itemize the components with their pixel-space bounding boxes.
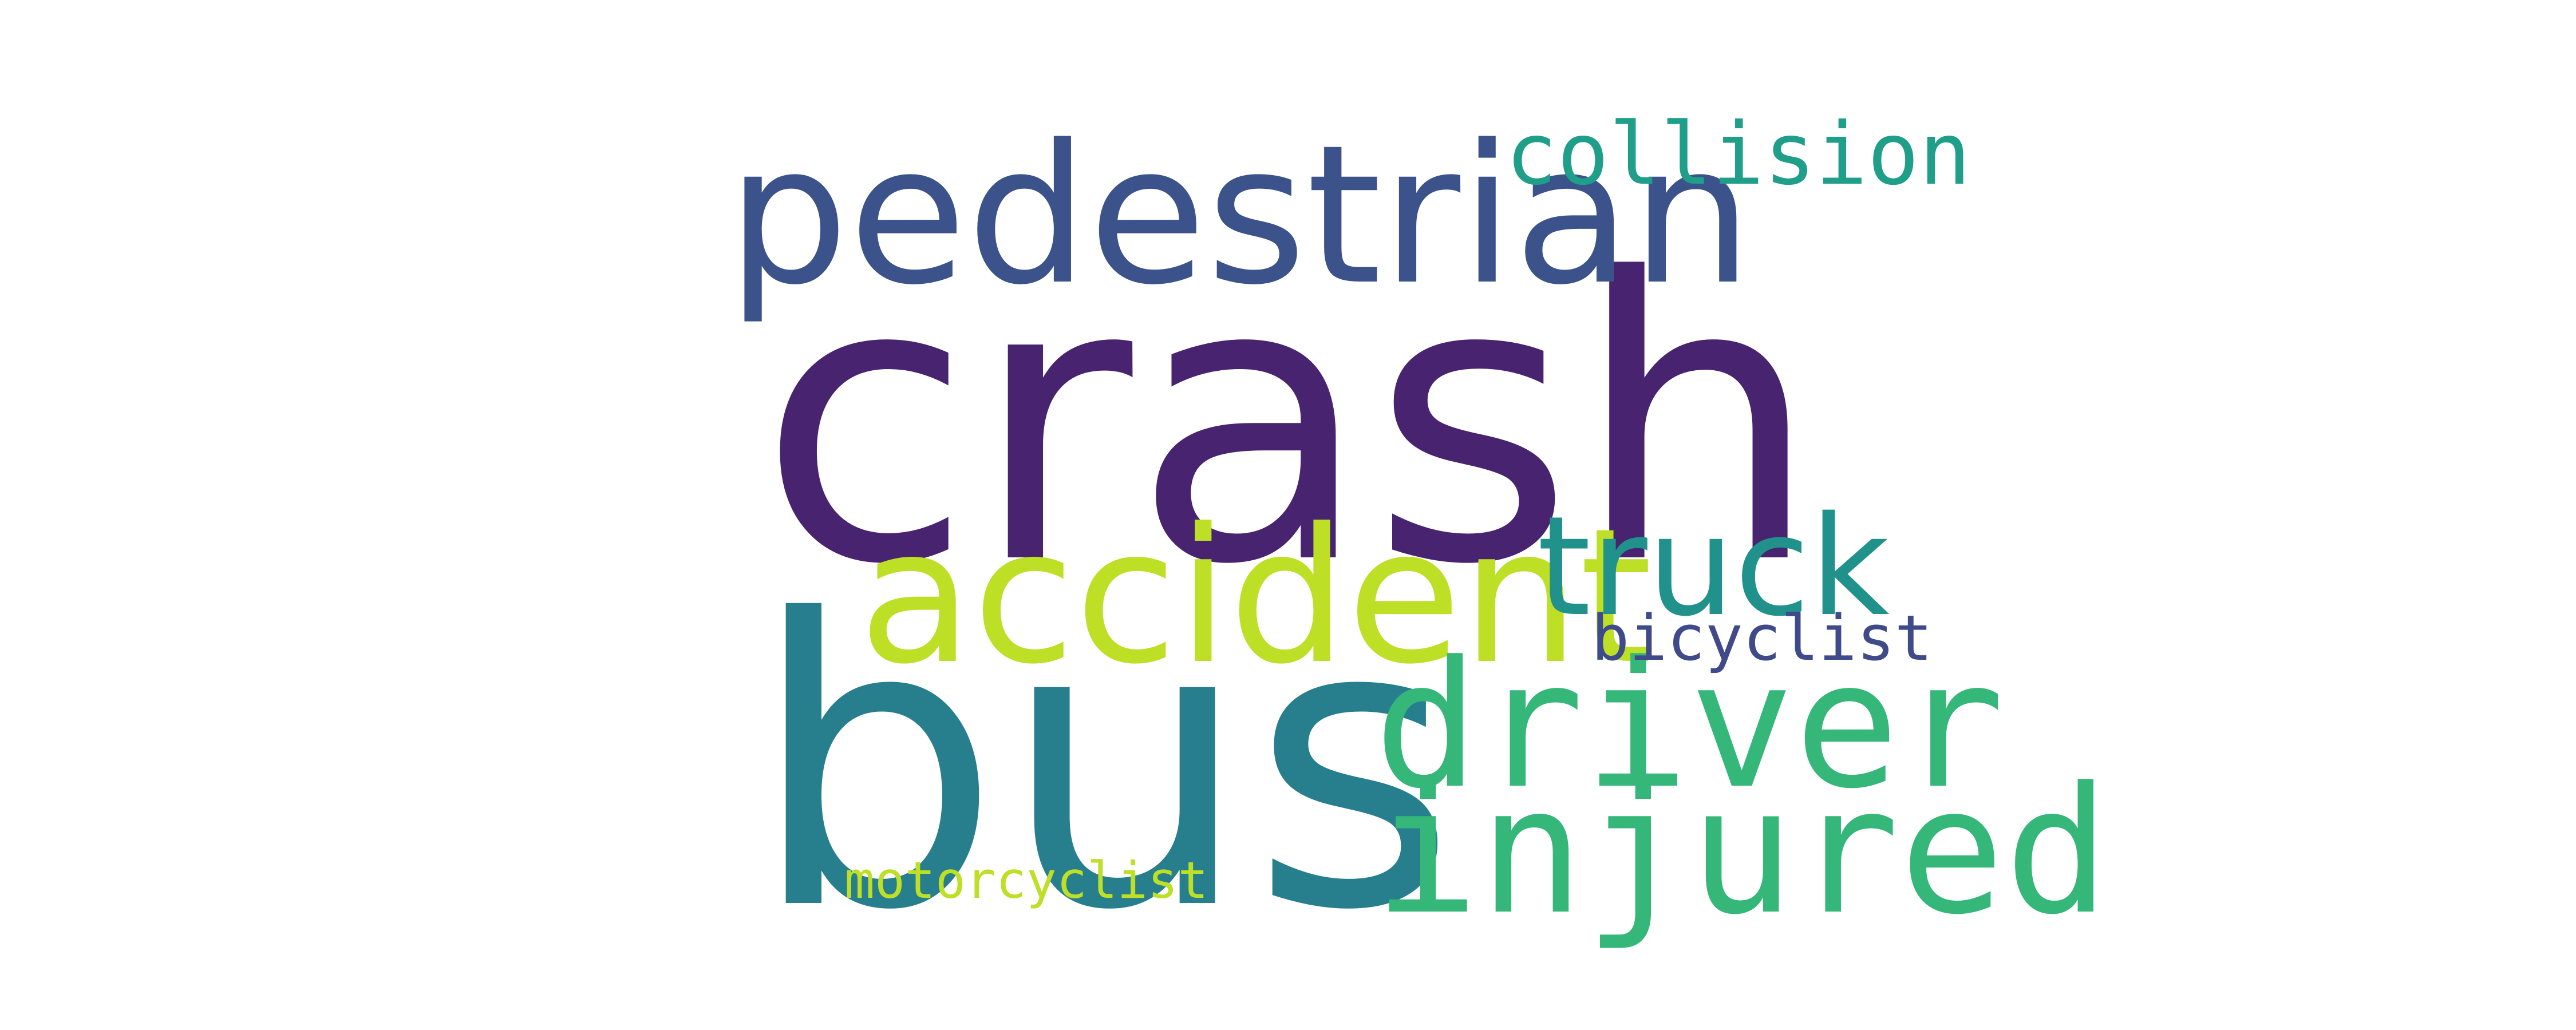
word-motorcyclist: motorcyclist — [844, 851, 1208, 910]
word-truck: truck — [1537, 486, 1890, 647]
word-bicyclist: bicyclist — [1591, 601, 1933, 675]
word-bus: bus — [750, 537, 1457, 996]
word-pedestrian: pedestrian — [727, 104, 1753, 327]
word-accident: accident — [859, 488, 1653, 705]
word-injured: injured — [1374, 750, 2110, 953]
word-collision: collision — [1506, 105, 1971, 204]
word-driver: driver — [1374, 624, 2005, 827]
word-crash: crash — [758, 197, 1821, 649]
